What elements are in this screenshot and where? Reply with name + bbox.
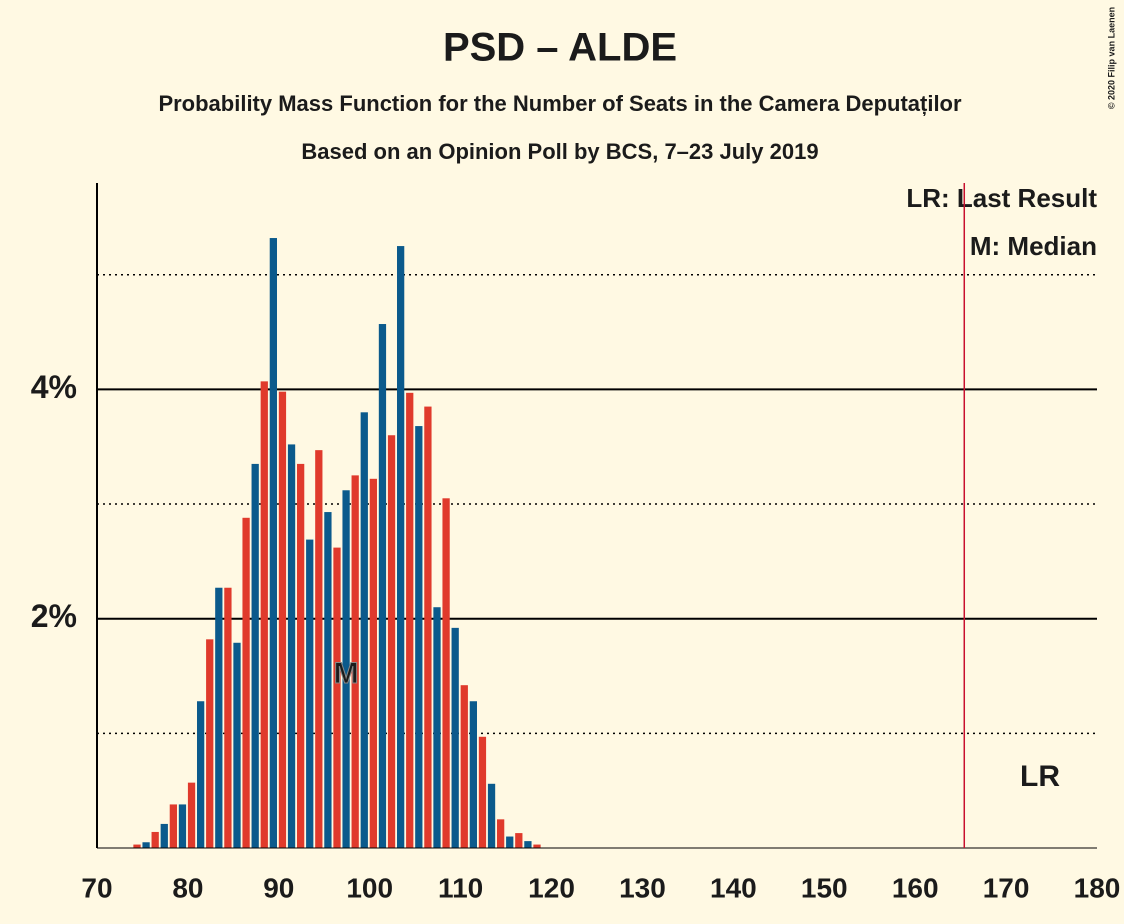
bar xyxy=(133,844,141,848)
bar xyxy=(387,435,396,848)
bar xyxy=(324,512,332,848)
bar xyxy=(197,701,205,848)
bar xyxy=(269,238,277,848)
bar xyxy=(297,463,305,848)
bar xyxy=(515,833,523,848)
bar xyxy=(369,478,377,848)
bar xyxy=(497,819,505,848)
bar xyxy=(242,517,250,848)
x-tick-label: 150 xyxy=(801,872,848,903)
x-tick-label: 180 xyxy=(1074,872,1121,903)
bar xyxy=(178,804,187,848)
bar xyxy=(506,836,514,848)
chart-subtitle: Probability Mass Function for the Number… xyxy=(158,91,962,116)
bar xyxy=(406,392,414,848)
bar xyxy=(378,324,387,848)
x-tick-label: 160 xyxy=(892,872,939,903)
bar xyxy=(160,823,168,848)
bar xyxy=(415,426,423,848)
x-tick-label: 120 xyxy=(528,872,575,903)
bar xyxy=(351,475,359,848)
last-result-label: LR xyxy=(1020,760,1060,793)
bar xyxy=(169,804,177,848)
x-tick-label: 140 xyxy=(710,872,757,903)
bar xyxy=(524,841,532,848)
legend-entry: LR: Last Result xyxy=(906,183,1097,213)
bar xyxy=(487,783,496,848)
y-tick-label: 2% xyxy=(31,598,77,634)
x-tick-label: 110 xyxy=(438,872,483,903)
x-tick-label: 90 xyxy=(263,872,294,903)
bar xyxy=(460,685,468,848)
legend-entry: M: Median xyxy=(970,231,1097,261)
bar xyxy=(478,736,487,848)
y-tick-label: 4% xyxy=(31,369,77,405)
x-tick-label: 80 xyxy=(172,872,203,903)
bar xyxy=(333,547,341,848)
chart-title: PSD – ALDE xyxy=(443,26,677,70)
bar xyxy=(287,444,296,848)
bar xyxy=(533,844,541,848)
bar xyxy=(315,450,323,848)
bar xyxy=(469,701,477,848)
x-tick-label: 130 xyxy=(619,872,666,903)
bar xyxy=(306,539,314,848)
bar xyxy=(187,782,196,848)
median-marker: M xyxy=(334,657,359,690)
bar xyxy=(342,490,350,848)
bar xyxy=(233,642,241,848)
bar xyxy=(442,498,450,848)
bar xyxy=(433,607,441,848)
bar xyxy=(215,587,223,848)
chart-subtitle: Based on an Opinion Poll by BCS, 7–23 Ju… xyxy=(301,139,818,164)
bar xyxy=(142,842,150,848)
bar xyxy=(206,639,214,848)
bar xyxy=(224,587,232,848)
x-tick-label: 100 xyxy=(346,872,393,903)
bar xyxy=(260,381,268,848)
copyright: © 2020 Filip van Laenen xyxy=(1106,7,1116,109)
x-tick-label: 170 xyxy=(983,872,1030,903)
bar xyxy=(278,391,287,848)
bar xyxy=(451,627,459,848)
bar xyxy=(424,406,432,848)
x-tick-label: 70 xyxy=(81,872,112,903)
bar xyxy=(397,246,405,848)
bar xyxy=(251,463,259,848)
bar xyxy=(151,831,159,848)
bar xyxy=(360,412,368,848)
